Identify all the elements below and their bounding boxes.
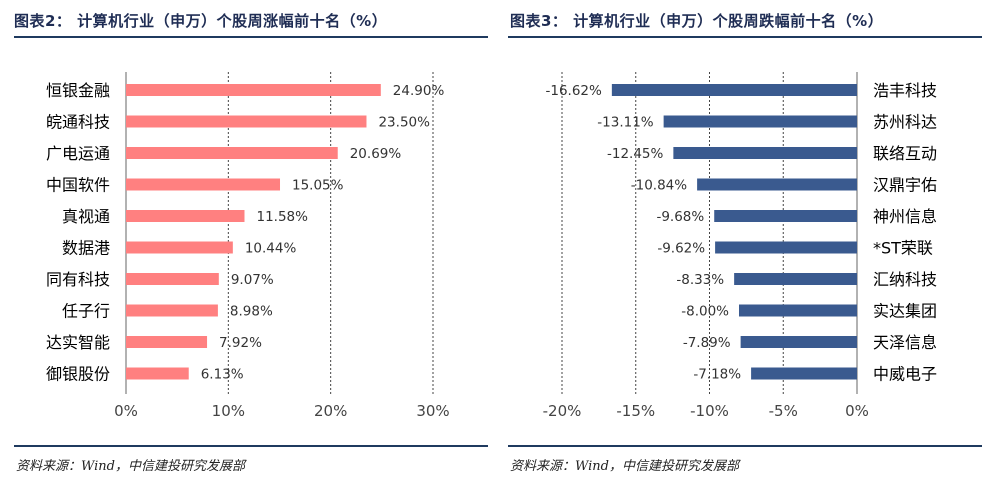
left-title-rule bbox=[14, 36, 488, 38]
left-category-label: 御银股份 bbox=[46, 365, 110, 384]
right-value-label: -12.45% bbox=[607, 146, 664, 162]
right-category-label: 汇纳科技 bbox=[873, 270, 937, 289]
left-x-tick-label: 10% bbox=[212, 402, 245, 420]
left-category-label: 皖通科技 bbox=[46, 113, 110, 132]
left-bar bbox=[126, 115, 367, 128]
left-category-label: 恒银金融 bbox=[46, 81, 110, 100]
left-value-label: 6.13% bbox=[201, 367, 244, 383]
left-value-label: 9.07% bbox=[231, 272, 274, 288]
right-category-label: 天泽信息 bbox=[873, 333, 937, 352]
right-value-label: -9.62% bbox=[657, 241, 705, 257]
right-bar bbox=[751, 367, 857, 380]
right-value-label: -16.62% bbox=[545, 83, 602, 99]
left-bar bbox=[126, 178, 281, 191]
left-x-tick-label: 0% bbox=[114, 402, 138, 420]
left-bar bbox=[126, 273, 219, 285]
left-value-label: 15.05% bbox=[292, 178, 344, 194]
right-category-label: *ST荣联 bbox=[873, 239, 933, 258]
right-value-label: -13.11% bbox=[597, 115, 654, 131]
right-bar bbox=[697, 178, 857, 191]
right-value-label: -10.84% bbox=[631, 178, 688, 194]
right-x-tick-label: -15% bbox=[616, 402, 655, 420]
left-bar bbox=[126, 367, 189, 380]
left-category-label: 数据港 bbox=[62, 239, 110, 258]
left-bar bbox=[126, 304, 218, 317]
right-value-label: -7.89% bbox=[683, 335, 731, 351]
left-x-tick-label: 30% bbox=[416, 402, 449, 420]
right-bar bbox=[714, 210, 857, 222]
left-value-label: 20.69% bbox=[350, 146, 402, 162]
left-source-rule bbox=[14, 445, 488, 447]
right-x-tick-label: 0% bbox=[845, 402, 869, 420]
left-bar bbox=[126, 210, 245, 222]
left-value-label: 10.44% bbox=[245, 241, 297, 257]
right-title-rule bbox=[508, 36, 982, 38]
right-category-label: 汉鼎宇佑 bbox=[873, 176, 937, 195]
left-x-tick-label: 20% bbox=[314, 402, 347, 420]
right-bar bbox=[739, 304, 857, 317]
left-value-label: 24.90% bbox=[393, 83, 445, 99]
right-bar bbox=[663, 115, 857, 128]
left-bar bbox=[126, 336, 208, 348]
right-source-rule bbox=[508, 445, 982, 447]
right-bar bbox=[673, 147, 857, 159]
left-category-label: 真视通 bbox=[62, 207, 110, 226]
right-value-label: -7.18% bbox=[693, 367, 741, 383]
right-bar bbox=[611, 84, 857, 96]
left-chart-title: 图表2： 计算机行业（申万）个股周涨幅前十名（%） bbox=[14, 12, 388, 30]
right-bar bbox=[715, 241, 857, 254]
left-bar bbox=[126, 241, 233, 254]
left-category-label: 达实智能 bbox=[46, 333, 110, 352]
left-category-label: 同有科技 bbox=[46, 270, 110, 289]
left-category-label: 任子行 bbox=[62, 302, 110, 321]
right-x-tick-label: -5% bbox=[769, 402, 798, 420]
left-value-label: 23.50% bbox=[378, 115, 430, 131]
right-category-label: 实达集团 bbox=[873, 302, 937, 321]
right-category-label: 浩丰科技 bbox=[873, 81, 937, 100]
right-source-note: 资料来源：Wind，中信建投研究发展部 bbox=[510, 459, 739, 474]
right-x-tick-label: -10% bbox=[690, 402, 729, 420]
left-category-label: 中国软件 bbox=[46, 176, 110, 195]
left-value-label: 8.98% bbox=[230, 304, 273, 320]
right-bar bbox=[740, 336, 857, 348]
right-value-label: -8.00% bbox=[681, 304, 729, 320]
right-chart-title: 图表3： 计算机行业（申万）个股周跌幅前十名（%） bbox=[510, 12, 884, 30]
left-value-label: 11.58% bbox=[257, 209, 309, 225]
right-value-label: -8.33% bbox=[676, 272, 724, 288]
left-value-label: 7.92% bbox=[219, 335, 262, 351]
right-category-label: 联络互动 bbox=[873, 144, 937, 163]
right-category-label: 中威电子 bbox=[873, 365, 937, 384]
left-category-label: 广电运通 bbox=[46, 144, 110, 163]
right-category-label: 苏州科达 bbox=[873, 113, 937, 132]
right-bar bbox=[734, 273, 857, 285]
left-bar bbox=[126, 84, 381, 96]
left-bar bbox=[126, 147, 338, 159]
left-source-note: 资料来源：Wind，中信建投研究发展部 bbox=[16, 459, 245, 474]
right-x-tick-label: -20% bbox=[543, 402, 582, 420]
right-value-label: -9.68% bbox=[656, 209, 704, 225]
right-category-label: 神州信息 bbox=[873, 207, 937, 226]
